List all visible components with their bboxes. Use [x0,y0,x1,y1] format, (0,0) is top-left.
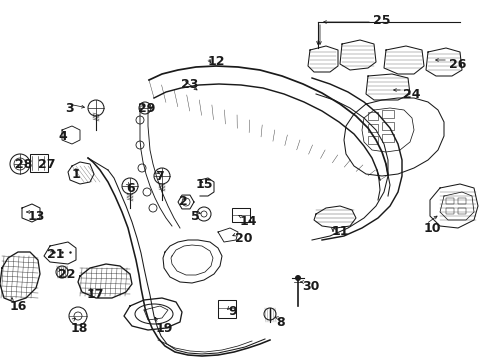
Bar [367,136,377,144]
Bar [367,124,377,132]
Text: 26: 26 [448,58,466,71]
Text: 11: 11 [331,225,349,238]
Text: 19: 19 [156,322,173,335]
Text: 18: 18 [71,322,88,335]
Text: 23: 23 [181,78,198,91]
Text: 8: 8 [275,316,284,329]
Text: 24: 24 [402,88,420,101]
Bar [231,208,249,222]
Text: 5: 5 [191,210,199,223]
Bar [445,198,453,204]
Text: 15: 15 [196,178,213,191]
Bar [381,110,393,118]
Text: 14: 14 [240,215,257,228]
Text: 4: 4 [58,130,67,143]
Text: 30: 30 [302,280,319,293]
Bar [445,208,453,214]
Text: 6: 6 [126,182,134,195]
Text: 10: 10 [423,222,441,235]
Text: 25: 25 [372,14,390,27]
Text: 2: 2 [179,195,187,208]
Bar [367,112,377,120]
Text: 7: 7 [155,170,163,183]
Bar [381,134,393,142]
Bar [218,300,236,318]
Text: 20: 20 [235,232,252,245]
Bar [381,122,393,130]
Text: 21: 21 [47,248,64,261]
Text: 13: 13 [28,210,45,223]
Text: 16: 16 [10,300,27,313]
Text: 9: 9 [227,305,236,318]
Text: 12: 12 [207,55,225,68]
Text: 3: 3 [65,102,74,115]
Bar [457,208,465,214]
Text: 27: 27 [38,158,55,171]
Bar [30,154,48,172]
Text: 29: 29 [138,102,155,115]
Bar [457,198,465,204]
Text: 1: 1 [72,168,81,181]
Text: 28: 28 [15,158,32,171]
Text: 22: 22 [58,268,75,281]
Circle shape [294,275,301,281]
Text: 17: 17 [87,288,104,301]
